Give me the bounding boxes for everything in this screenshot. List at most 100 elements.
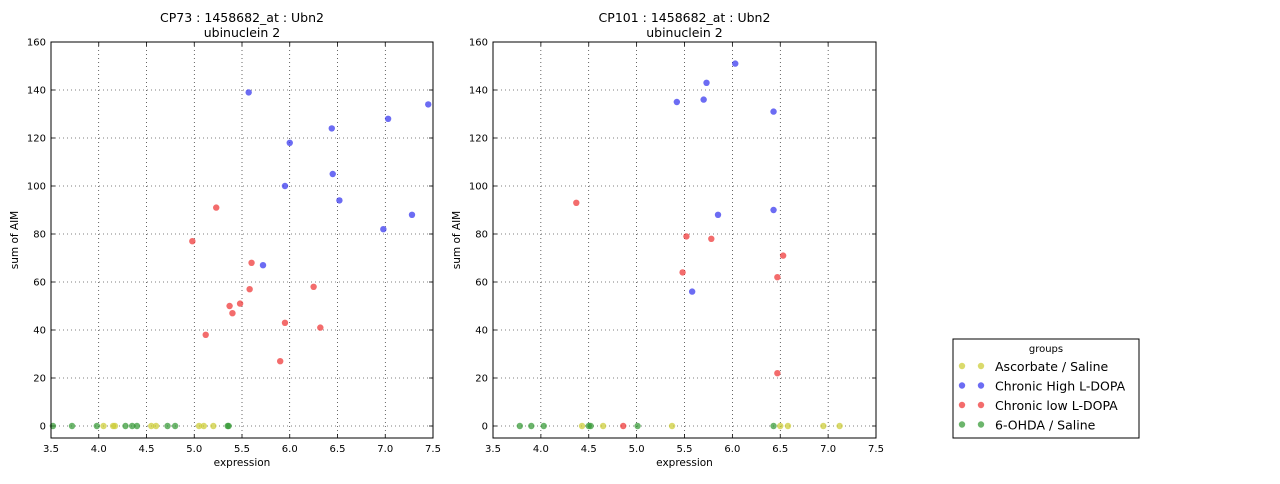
x-tick-label: 5.5	[234, 444, 250, 455]
data-point	[784, 422, 792, 430]
legend-marker	[977, 401, 985, 409]
legend-marker	[958, 421, 966, 428]
data-point	[68, 422, 76, 430]
data-point	[213, 204, 220, 211]
x-tick-label: 3.5	[43, 444, 59, 455]
x-tick-label: 7.5	[868, 444, 884, 455]
y-tick-label: 60	[475, 278, 488, 289]
x-tick-label: 4.5	[581, 444, 597, 455]
x-tick-label: 3.5	[485, 444, 501, 455]
data-point	[714, 211, 722, 218]
data-point	[820, 422, 827, 430]
data-point	[236, 300, 244, 307]
legend-label: Ascorbate / Saline	[995, 359, 1109, 374]
data-point	[770, 108, 777, 115]
data-point	[248, 259, 255, 266]
data-point	[703, 79, 710, 87]
data-point	[225, 422, 232, 430]
y-axis-label: sum of AIM	[9, 211, 21, 270]
data-point	[277, 358, 284, 365]
legend-items: Ascorbate / Saline Chronic High L-DOPA Chr…	[958, 359, 1126, 433]
plot-frame	[492, 41, 877, 439]
x-tick-label: 6.5	[330, 444, 346, 455]
legend-marker	[958, 382, 966, 389]
chart-cp101: 3.5 4.0 4.5 5.0 5.5 6.0 6.5 7.0 7.5 0 20 40 60 80 100 1…	[451, 10, 884, 469]
data-point	[286, 139, 293, 146]
data-point	[317, 324, 324, 331]
data-point	[774, 370, 781, 377]
y-tick-label: 120	[27, 134, 46, 145]
x-tick-label: 7.0	[820, 444, 836, 455]
chart-title: CP73 : 1458682_at : Ubn2	[160, 10, 324, 25]
y-tick-label: 40	[33, 326, 46, 337]
data-point	[425, 101, 432, 108]
data-point	[700, 96, 707, 103]
legend-marker	[958, 362, 966, 370]
data-point	[774, 274, 781, 281]
y-tick-label: 100	[27, 182, 46, 193]
data-point	[245, 89, 252, 96]
data-point	[281, 182, 289, 190]
data-point	[100, 422, 107, 430]
data-point	[384, 115, 392, 123]
x-axis-label: expression	[656, 457, 713, 469]
y-tick-label: 60	[33, 278, 46, 289]
x-tick-label: 5.5	[677, 444, 693, 455]
data-point	[200, 422, 207, 430]
y-tick-label: 20	[475, 374, 488, 385]
plot-frame	[50, 41, 434, 439]
data-point	[777, 422, 784, 430]
data-point	[148, 422, 155, 430]
data-point	[202, 331, 209, 338]
legend-label: 6-OHDA / Saline	[995, 418, 1096, 433]
data-point	[587, 422, 594, 430]
x-tick-label: 7.5	[425, 444, 441, 455]
data-point	[516, 422, 524, 430]
legend-label: Chronic low L-DOPA	[995, 398, 1118, 413]
x-tick-label: 6.0	[282, 444, 298, 455]
chart-subtitle: ubinuclein 2	[646, 25, 723, 40]
legend-title: groups	[1029, 344, 1063, 355]
data-point	[779, 252, 787, 259]
data-point	[229, 310, 236, 317]
data-point	[708, 235, 715, 242]
data-point	[836, 422, 843, 430]
x-tick-label: 4.5	[139, 444, 155, 455]
data-point	[111, 422, 119, 430]
x-tick-label: 5.0	[629, 444, 645, 455]
legend-marker	[977, 362, 985, 370]
y-tick-label: 120	[469, 134, 488, 145]
y-tick-label: 40	[475, 326, 488, 337]
legend-box	[952, 338, 1140, 439]
legend-marker	[958, 401, 966, 409]
y-axis-label: sum of AIM	[451, 211, 463, 270]
data-point	[310, 283, 317, 290]
x-tick-label: 6.5	[772, 444, 788, 455]
x-tick-label: 7.0	[377, 444, 393, 455]
data-point	[679, 269, 686, 276]
data-point	[152, 422, 160, 430]
data-point	[620, 422, 627, 430]
data-point	[210, 422, 217, 430]
y-tick-label: 160	[27, 38, 46, 49]
data-point	[164, 422, 171, 430]
data-point	[259, 262, 267, 269]
x-tick-label: 6.0	[724, 444, 740, 455]
data-point	[599, 422, 607, 430]
y-tick-label: 80	[33, 230, 46, 241]
data-point	[668, 422, 676, 430]
data-point	[732, 60, 739, 67]
data-point	[93, 422, 101, 430]
legend: groups Ascorbate / Saline Chronic High L-…	[952, 338, 1140, 439]
data-point	[673, 98, 681, 106]
data-point	[171, 422, 179, 430]
plot-area	[51, 42, 433, 438]
data-point	[578, 422, 586, 430]
data-point	[634, 422, 641, 430]
data-point	[573, 199, 580, 206]
plot-area	[493, 42, 876, 438]
y-tick-label: 20	[33, 374, 46, 385]
y-tick-label: 0	[40, 422, 46, 433]
